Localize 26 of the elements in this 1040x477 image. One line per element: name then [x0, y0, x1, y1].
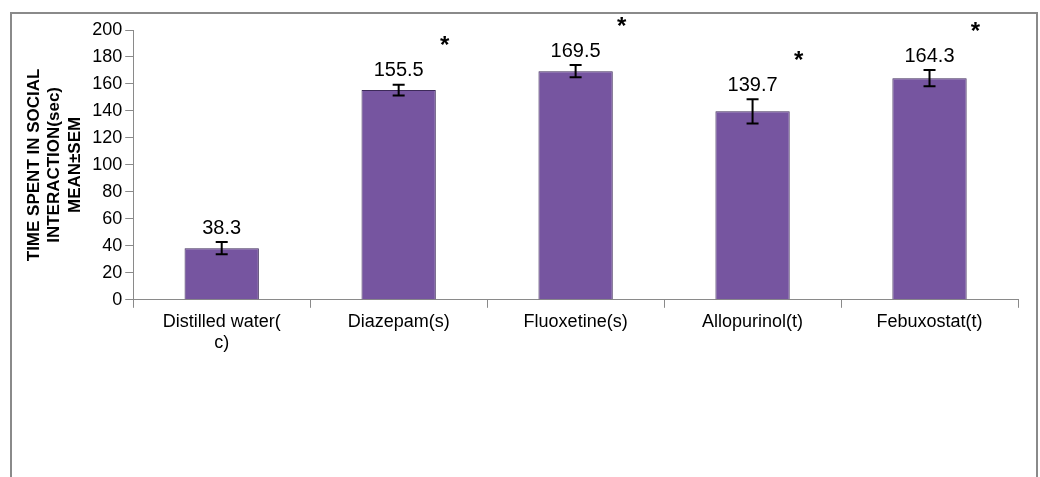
- annotation: *: [793, 45, 804, 73]
- y-tick-label: 60: [102, 207, 123, 228]
- y-tick-label: 0: [112, 288, 123, 309]
- y-tick-label: 80: [102, 180, 123, 201]
- annotation: *: [970, 16, 981, 44]
- y-tick-label: 100: [92, 153, 123, 174]
- annotation: *: [439, 31, 450, 59]
- x-tick-label: Diazepam(s): [347, 310, 450, 331]
- x-tick-label: Febuxostat(t): [876, 310, 983, 331]
- y-axis-title: TIME SPENT IN SOCIAL INTERACTION(sec) MEAN±SEM: [23, 68, 84, 262]
- y-tick-label: 200: [92, 18, 123, 39]
- y-tick-label: 180: [92, 45, 123, 66]
- y-tick-label: 40: [102, 234, 123, 255]
- y-tick-label: 160: [92, 72, 123, 93]
- data-label: 155.5: [373, 58, 424, 81]
- x-tick-label: Fluoxetine(s): [523, 310, 628, 331]
- data-label: 139.7: [727, 72, 778, 95]
- x-tick-label: Distilled water( c): [162, 310, 281, 353]
- x-tick-label: Allopurinol(t): [702, 310, 804, 331]
- data-label: 169.5: [550, 38, 601, 61]
- data-label: 38.3: [202, 215, 242, 238]
- y-tick-label: 20: [102, 261, 123, 282]
- y-tick-label: 120: [92, 126, 123, 147]
- data-label: 164.3: [904, 43, 955, 66]
- y-tick-label: 140: [92, 99, 123, 120]
- annotation: *: [616, 11, 627, 39]
